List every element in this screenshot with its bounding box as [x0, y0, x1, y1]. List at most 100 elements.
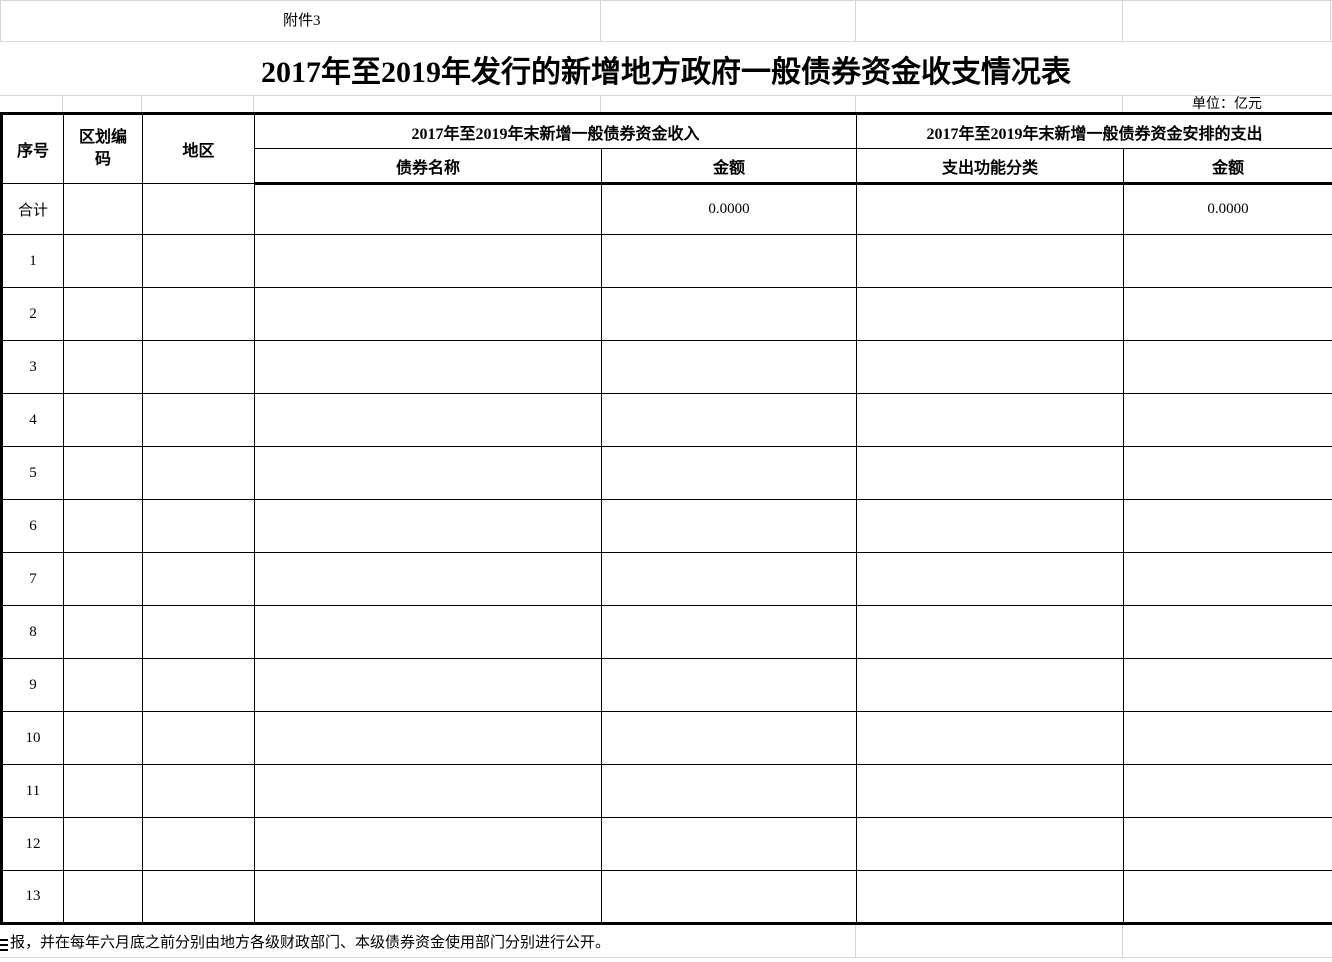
- region-code-cell: [63, 234, 143, 288]
- total-label-cell: 合计: [1, 183, 64, 235]
- expenditure-function-cell: [856, 234, 1125, 288]
- table-row: 6: [1, 499, 1332, 553]
- expenditure-function-cell: [856, 658, 1125, 712]
- expenditure-amount-cell: [1123, 817, 1332, 871]
- region-code-cell: [63, 393, 143, 447]
- income-amount-cell: [600, 605, 858, 659]
- bond-funds-table: 序号 区划编码 地区 2017年至2019年末新增一般债券资金收入 2017年至…: [0, 112, 1332, 925]
- header-row-groups: 序号 区划编码 地区 2017年至2019年末新增一般债券资金收入 2017年至…: [1, 113, 1332, 184]
- gridline: [1122, 925, 1123, 957]
- gridline: [141, 95, 142, 112]
- expenditure-amount-cell: [1123, 446, 1332, 500]
- seq-cell: 11: [1, 764, 64, 818]
- table-header: 序号 区划编码 地区 2017年至2019年末新增一般债券资金收入 2017年至…: [1, 113, 1332, 185]
- clipped-character-fragment: [0, 936, 8, 951]
- seq-cell: 12: [1, 817, 64, 871]
- total-bond-name-cell: [254, 183, 602, 235]
- table-row: 7: [1, 552, 1332, 606]
- bond-name-cell: [254, 393, 602, 447]
- income-amount-cell: [600, 340, 858, 394]
- bond-name-cell: [254, 711, 602, 765]
- gridline: [253, 95, 254, 112]
- header-region-code-label: 区划编码: [79, 129, 128, 168]
- table-row: 5: [1, 446, 1332, 500]
- gridline: [0, 0, 1, 41]
- region-code-cell: [63, 552, 143, 606]
- expenditure-amount-cell: [1123, 340, 1332, 394]
- gridline: [855, 95, 856, 112]
- income-amount-cell: [600, 552, 858, 606]
- region-cell: [142, 658, 255, 712]
- expenditure-amount-cell: [1123, 499, 1332, 553]
- expenditure-amount-cell: [1123, 393, 1332, 447]
- expenditure-function-cell: [856, 870, 1125, 924]
- expenditure-amount-cell: [1123, 552, 1332, 606]
- seq-cell: 4: [1, 393, 64, 447]
- gridline: [0, 41, 1332, 42]
- bond-name-cell: [254, 340, 602, 394]
- total-region-code-cell: [63, 183, 143, 235]
- expenditure-amount-cell: [1123, 711, 1332, 765]
- region-cell: [142, 605, 255, 659]
- header-bond-name: 债券名称: [254, 148, 602, 185]
- region-cell: [142, 499, 255, 553]
- bond-name-cell: [254, 764, 602, 818]
- expenditure-amount-cell: [1123, 605, 1332, 659]
- header-region: 地区: [142, 113, 255, 184]
- gridline: [855, 925, 856, 957]
- expenditure-function-cell: [856, 499, 1125, 553]
- expenditure-function-cell: [856, 605, 1125, 659]
- region-cell: [142, 764, 255, 818]
- table-row: 2: [1, 287, 1332, 341]
- table-row: 1: [1, 234, 1332, 288]
- header-expenditure-function: 支出功能分类: [856, 148, 1125, 185]
- gridline: [62, 95, 63, 112]
- table-row: 4: [1, 393, 1332, 447]
- table-row: 12: [1, 817, 1332, 871]
- gridline: [1122, 95, 1123, 112]
- header-income-amount: 金额: [600, 148, 858, 185]
- header-row-sub: 债券名称 金额 支出功能分类 金额: [2, 148, 1332, 185]
- income-amount-cell: [600, 711, 858, 765]
- region-cell: [142, 711, 255, 765]
- expenditure-amount-cell: [1123, 287, 1332, 341]
- expenditure-function-cell: [856, 340, 1125, 394]
- total-income-amount-cell: 0.0000: [600, 183, 858, 235]
- income-amount-cell: [600, 393, 858, 447]
- region-cell: [142, 340, 255, 394]
- bond-name-cell: [254, 499, 602, 553]
- table-row: 3: [1, 340, 1332, 394]
- region-cell: [142, 446, 255, 500]
- region-cell: [142, 552, 255, 606]
- page-title: 2017年至2019年发行的新增地方政府一般债券资金收支情况表: [261, 56, 1071, 89]
- region-cell: [142, 870, 255, 924]
- bond-name-cell: [254, 287, 602, 341]
- region-code-cell: [63, 870, 143, 924]
- header-seq: 序号: [1, 113, 64, 184]
- income-amount-cell: [600, 287, 858, 341]
- seq-cell: 8: [1, 605, 64, 659]
- expenditure-amount-cell: [1123, 234, 1332, 288]
- header-expenditure-amount: 金额: [1123, 148, 1332, 185]
- region-code-cell: [63, 287, 143, 341]
- gridline: [600, 95, 601, 112]
- gridline: [1330, 0, 1331, 41]
- income-amount-cell: [600, 234, 858, 288]
- bond-name-cell: [254, 870, 602, 924]
- expenditure-function-cell: [856, 711, 1125, 765]
- region-code-cell: [63, 340, 143, 394]
- expenditure-function-cell: [856, 287, 1125, 341]
- table-row: 11: [1, 764, 1332, 818]
- income-amount-cell: [600, 870, 858, 924]
- income-amount-cell: [600, 817, 858, 871]
- gridline: [1122, 0, 1123, 41]
- expenditure-function-cell: [856, 764, 1125, 818]
- table-body: 合计 0.0000 0.0000 1 2 3 4: [1, 183, 1332, 924]
- seq-cell: 6: [1, 499, 64, 553]
- bond-name-cell: [254, 658, 602, 712]
- attachment-label: 附件3: [283, 13, 321, 29]
- seq-cell: 1: [1, 234, 64, 288]
- region-cell: [142, 287, 255, 341]
- region-cell: [142, 817, 255, 871]
- region-cell: [142, 393, 255, 447]
